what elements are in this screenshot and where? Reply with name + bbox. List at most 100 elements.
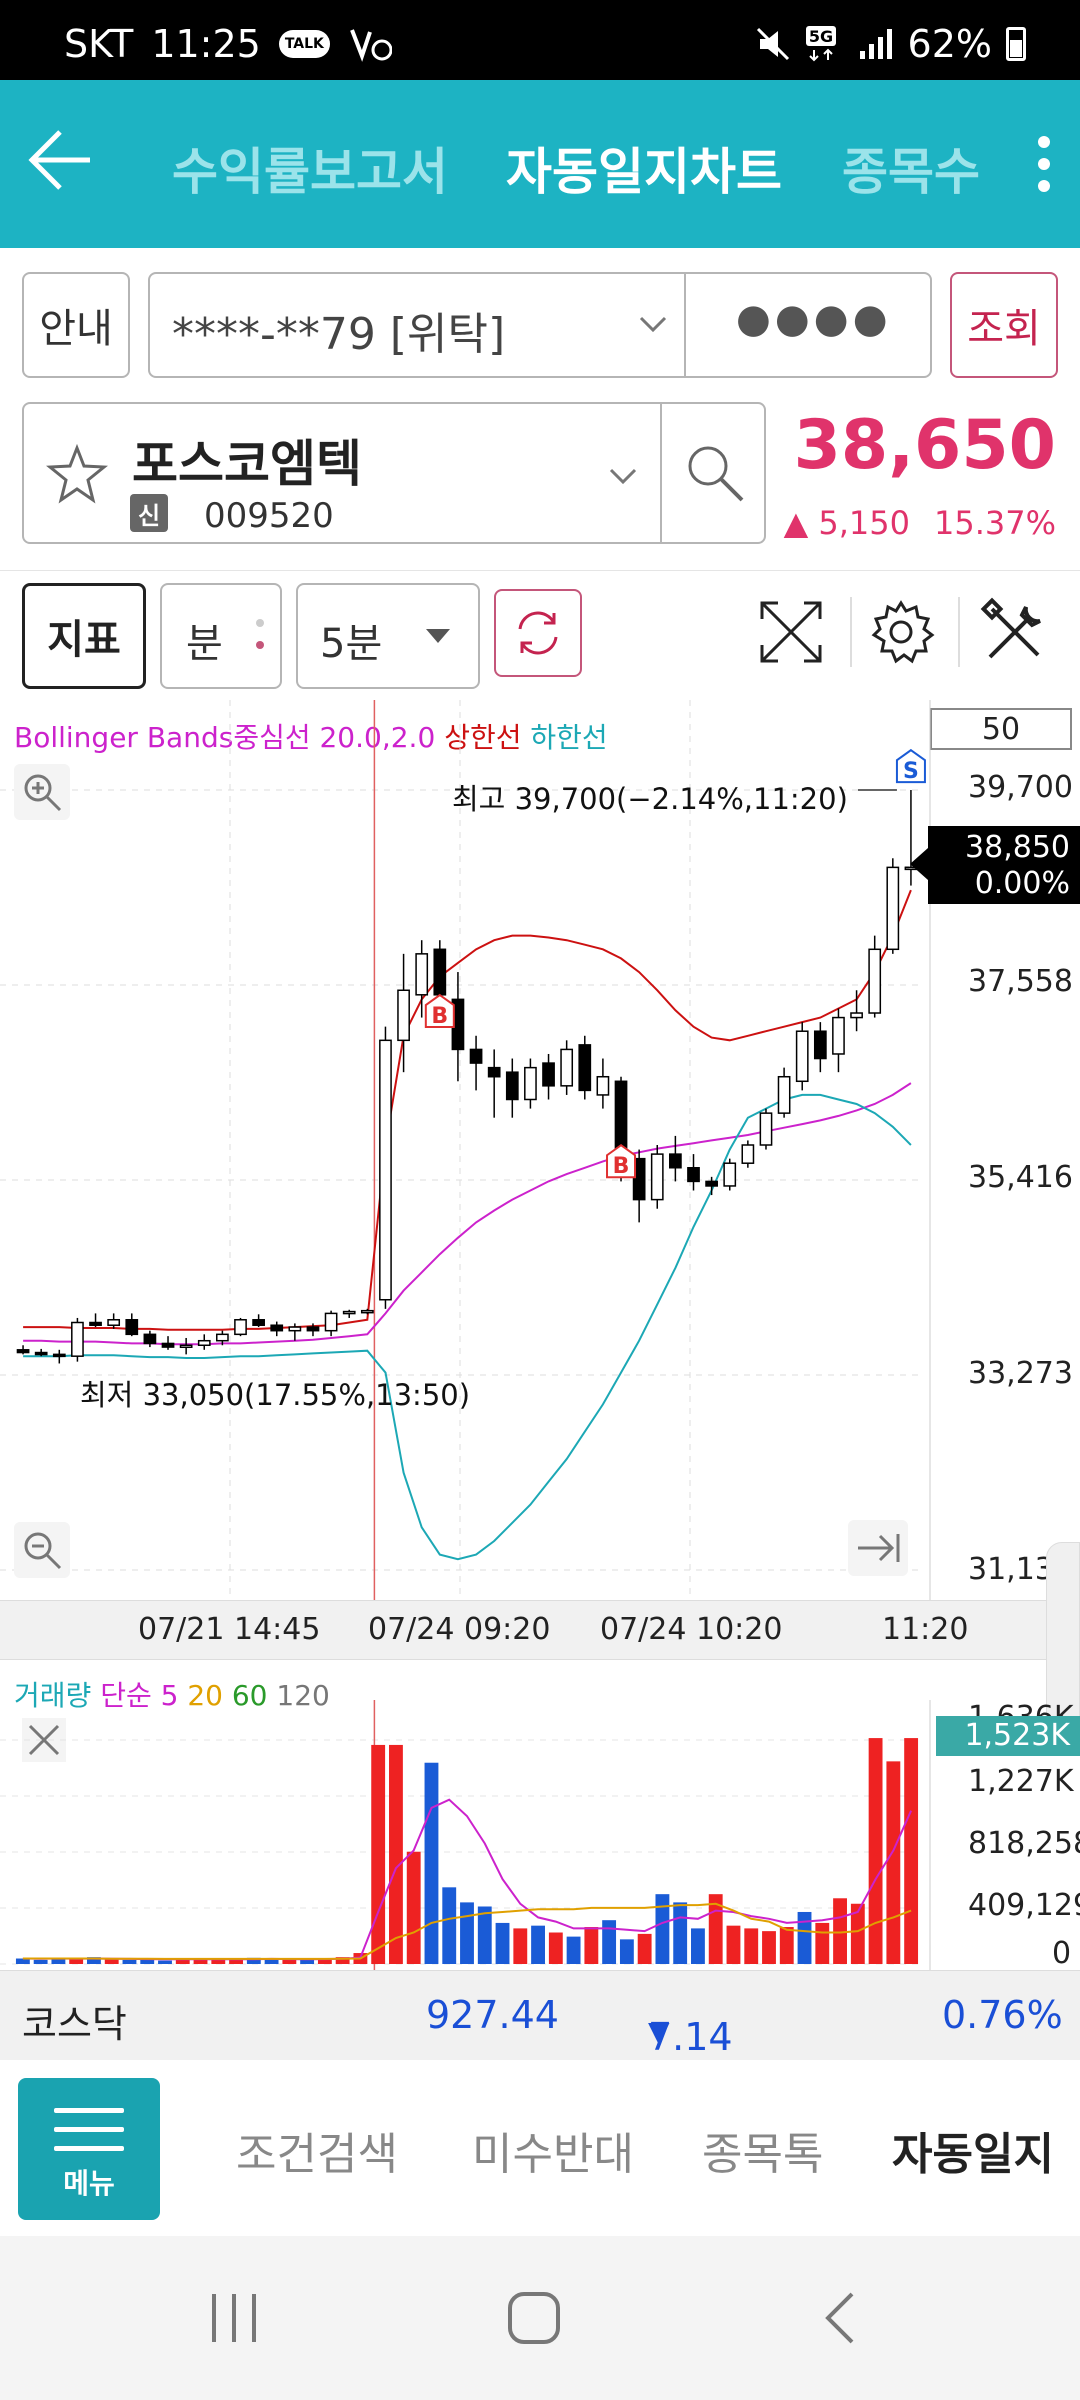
volume-bar xyxy=(33,1959,48,1964)
back-icon[interactable] xyxy=(812,2288,872,2348)
nav-item-auto-journal[interactable]: 자동일지 xyxy=(892,2129,1054,2180)
battery-percent: 62% xyxy=(907,22,992,66)
volume-bar xyxy=(246,1957,261,1964)
stock-selector[interactable]: 포스코엠텍 신 009520 xyxy=(22,402,766,544)
zoom-in-icon[interactable] xyxy=(14,764,70,820)
unit-label: 분 xyxy=(186,621,223,667)
volume-legend: 거래량 단순 5 20 60 120 xyxy=(14,1679,330,1712)
candle-body xyxy=(669,1153,682,1169)
volume-bar xyxy=(69,1959,84,1964)
candle-body xyxy=(143,1333,157,1345)
y-axis-label: 39,700 xyxy=(968,770,1073,805)
volume-y-label: 409,129 xyxy=(968,1888,1080,1923)
candle-body xyxy=(107,1319,121,1326)
clock: 11:25 xyxy=(151,22,261,66)
candle-body xyxy=(741,1144,755,1164)
recent-apps-icon[interactable] xyxy=(204,2288,264,2348)
volume-bar xyxy=(282,1959,297,1964)
volume-bar xyxy=(264,1958,279,1964)
volume-bar xyxy=(673,1902,688,1964)
volume-bar xyxy=(637,1933,652,1964)
candle-body xyxy=(324,1312,338,1332)
volume-bar xyxy=(815,1922,830,1964)
nav-item-condition-search[interactable]: 조건검색 xyxy=(236,2129,398,2180)
candle-body xyxy=(360,1309,374,1314)
expand-icon[interactable] xyxy=(756,597,826,667)
back-arrow-icon[interactable] xyxy=(24,120,104,200)
candle-body xyxy=(578,1044,592,1092)
display-count-box[interactable]: 50 xyxy=(930,708,1072,750)
volume-bar xyxy=(602,1920,617,1964)
account-selector[interactable]: ****-**79 [위탁] ●●●● xyxy=(148,272,932,378)
chevron-down-icon xyxy=(609,468,637,485)
nav-item-margin-opposite[interactable]: 미수반대 xyxy=(472,2129,634,2180)
candle-body xyxy=(397,989,410,1042)
search-icon[interactable] xyxy=(682,440,748,506)
volume-bar xyxy=(300,1959,315,1964)
zoom-out-icon[interactable] xyxy=(14,1522,70,1578)
volume-bar xyxy=(619,1939,634,1964)
volume-bar xyxy=(655,1894,670,1964)
home-icon[interactable] xyxy=(504,2288,564,2348)
candle-body xyxy=(433,948,447,996)
unit-button[interactable]: 분 xyxy=(160,583,282,689)
sell-signal-marker-label: S xyxy=(903,759,919,784)
volume-bar xyxy=(460,1902,474,1964)
more-menu-icon[interactable] xyxy=(1032,126,1056,206)
index-name: 코스닥 xyxy=(22,2002,127,2046)
chart-split-handle[interactable] xyxy=(1046,1542,1080,1742)
menu-button[interactable]: 메뉴 xyxy=(18,2078,160,2220)
y-axis-label: 33,273 xyxy=(968,1356,1073,1391)
refresh-button[interactable] xyxy=(494,589,582,677)
candle-body xyxy=(542,1062,555,1087)
volume-bar xyxy=(442,1887,457,1964)
tab-stock-count[interactable]: 종목수 xyxy=(842,143,980,201)
index-change-value: 7.14 xyxy=(648,2015,733,2059)
refresh-icon xyxy=(518,611,558,655)
interval-label: 5분 xyxy=(320,621,383,667)
volume-bar xyxy=(495,1922,510,1964)
signal-icon xyxy=(859,29,892,59)
guide-label: 안내 xyxy=(39,306,113,352)
index-ticker[interactable]: 코스닥 927.44 ▼ 7.14 0.76% xyxy=(0,1970,1080,2060)
volume-bar xyxy=(904,1738,919,1964)
settings-gear-icon[interactable] xyxy=(866,597,936,667)
scroll-to-end-icon[interactable] xyxy=(848,1520,908,1576)
tab-auto-journal-chart[interactable]: 자동일지차트 xyxy=(506,143,782,201)
index-change-pct: 0.76% xyxy=(942,1993,1063,2037)
kakaotalk-icon: TALK xyxy=(278,30,330,58)
x-axis-label: 07/24 09:20 xyxy=(368,1612,551,1647)
volume-y-label: 818,258 xyxy=(968,1826,1080,1861)
star-icon[interactable] xyxy=(46,444,108,504)
nav-item-stock-talk[interactable]: 종목톡 xyxy=(702,2129,824,2180)
price-chart[interactable]: B B S xyxy=(0,700,1080,1600)
candle-body xyxy=(687,1167,700,1183)
bottom-nav: 메뉴 조건검색 미수반대 종목톡 자동일지 xyxy=(0,2060,1080,2236)
current-price-value: 38,850 xyxy=(965,830,1070,865)
candle-body xyxy=(216,1333,229,1342)
candle-body xyxy=(161,1342,175,1348)
hamburger-icon xyxy=(54,2108,124,2165)
candle-body xyxy=(795,1030,809,1083)
query-button[interactable]: 조회 xyxy=(950,272,1058,378)
volume-bar xyxy=(406,1851,421,1964)
volume-bar xyxy=(158,1960,172,1964)
tab-profit-report[interactable]: 수익률보고서 xyxy=(172,143,448,201)
low-annotation: 최저 33,050(17.55%,13:50) xyxy=(80,1378,471,1412)
indicator-button[interactable]: 지표 xyxy=(22,583,146,689)
sell-signal-marker xyxy=(895,748,926,784)
volume-chart[interactable] xyxy=(0,1700,1080,1970)
tools-icon[interactable] xyxy=(980,597,1050,667)
guide-button[interactable]: 안내 xyxy=(22,272,130,378)
candle-body xyxy=(868,948,882,1014)
password-field[interactable]: ●●●● xyxy=(736,296,892,342)
volume-bar xyxy=(531,1925,545,1964)
candle-body xyxy=(52,1353,66,1358)
bb-legend-mid: 중심선 20.0,2.0 xyxy=(233,721,436,754)
interval-select[interactable]: 5분 xyxy=(296,583,480,689)
volume-bar xyxy=(51,1957,66,1964)
candle-body xyxy=(759,1112,773,1146)
volume-ma20-line xyxy=(22,1902,912,1960)
volume-bar xyxy=(122,1959,137,1964)
indicator-label: 지표 xyxy=(47,617,121,663)
